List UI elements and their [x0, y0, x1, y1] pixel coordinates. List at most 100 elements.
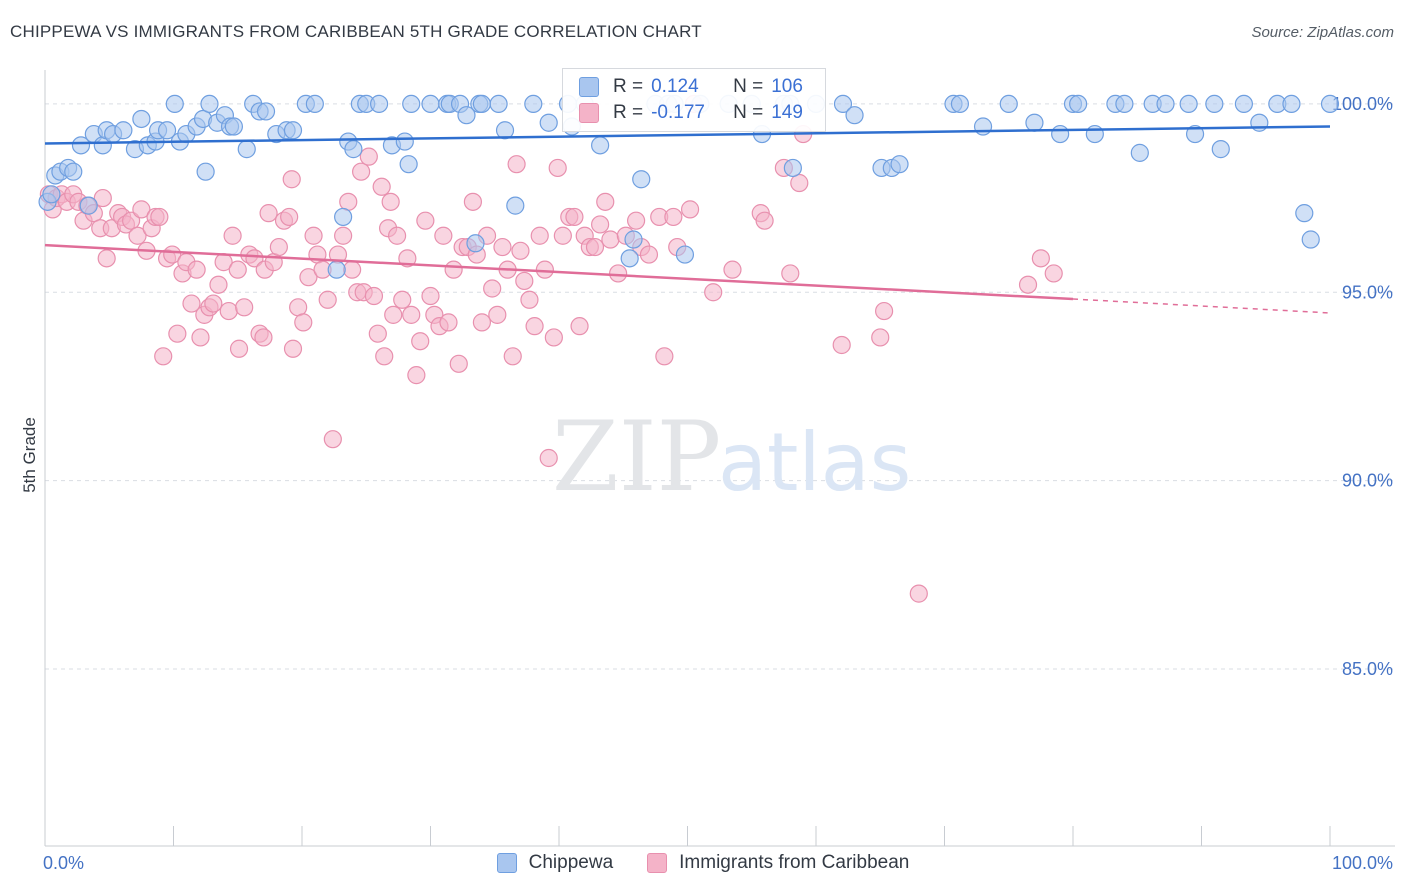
point-caribbean [832, 335, 851, 355]
point-chippewa [1025, 113, 1044, 132]
point-caribbean [150, 207, 169, 227]
point-caribbean [596, 192, 615, 211]
point-caribbean [289, 298, 308, 317]
grid-layer [45, 103, 1395, 670]
point-chippewa [1282, 94, 1301, 114]
point-caribbean [209, 275, 228, 294]
point-chippewa [224, 117, 243, 136]
point-chippewa [237, 140, 256, 159]
point-chippewa [973, 117, 993, 136]
point-chippewa [344, 140, 363, 159]
point-caribbean [570, 317, 589, 336]
point-caribbean [283, 339, 303, 358]
point-caribbean [1031, 249, 1050, 268]
legend-r-label: R = [613, 76, 644, 97]
legend-r-value: 0.124 [651, 76, 699, 97]
point-chippewa [370, 94, 389, 114]
point-caribbean [591, 215, 610, 234]
point-caribbean [520, 290, 539, 309]
point-caribbean [781, 264, 800, 283]
point-caribbean [93, 188, 112, 208]
point-caribbean [128, 226, 147, 245]
point-caribbean [343, 260, 362, 279]
point-chippewa [506, 196, 525, 215]
point-caribbean [219, 301, 238, 321]
point-caribbean [535, 260, 554, 279]
point-caribbean [664, 207, 683, 227]
y-tick-label: 85.0% [1342, 659, 1393, 679]
point-caribbean [154, 347, 173, 366]
point-chippewa [999, 94, 1018, 114]
point-caribbean [269, 237, 288, 257]
point-chippewa [1051, 124, 1070, 144]
point-caribbean [539, 448, 558, 468]
point-chippewa [114, 121, 133, 140]
stats-legend: R = 0.124 N = 106 R = -0.177 N = 149 [562, 68, 826, 132]
point-caribbean [304, 226, 323, 245]
point-caribbean [1044, 264, 1063, 283]
legend-n-value: 106 [771, 76, 803, 97]
point-caribbean [530, 226, 549, 245]
legend-swatch-pink [579, 103, 599, 123]
point-caribbean [449, 354, 468, 373]
watermark-zip: ZIP [552, 401, 721, 513]
point-chippewa [256, 102, 276, 121]
trendline-caribbean [44, 243, 1074, 301]
point-chippewa [42, 185, 61, 204]
point-chippewa [845, 106, 864, 125]
point-caribbean [352, 162, 371, 181]
point-caribbean [259, 204, 278, 223]
point-caribbean [223, 226, 242, 245]
point-caribbean [909, 584, 928, 603]
point-chippewa [305, 94, 324, 114]
point-chippewa [157, 121, 177, 140]
point-caribbean [871, 328, 890, 347]
point-chippewa [890, 155, 909, 174]
point-caribbean [121, 211, 141, 230]
point-chippewa [334, 207, 353, 227]
trendline-caribbean-extension [1072, 298, 1331, 314]
point-chippewa [457, 106, 476, 125]
point-caribbean [507, 155, 526, 174]
point-chippewa [399, 155, 418, 174]
point-caribbean [544, 328, 563, 347]
point-caribbean [1018, 275, 1038, 294]
point-chippewa [165, 94, 184, 114]
legend-swatch-blue [496, 853, 517, 873]
y-axis-title: 5th Grade [20, 417, 39, 493]
legend-item-caribbean[interactable]: Immigrants from Caribbean [647, 852, 909, 874]
point-caribbean [323, 430, 342, 449]
point-caribbean [515, 271, 534, 291]
point-caribbean [254, 328, 273, 347]
trend-layer [44, 125, 1331, 314]
point-caribbean [163, 245, 182, 264]
point-chippewa [1320, 94, 1340, 114]
point-caribbean [680, 200, 700, 219]
source-label: Source: ZipAtlas.com [1251, 24, 1394, 41]
legend-n-label: N = [733, 102, 764, 123]
point-chippewa [1085, 124, 1104, 144]
point-caribbean [472, 313, 491, 332]
point-caribbean [511, 241, 530, 260]
point-chippewa [472, 94, 491, 114]
point-caribbean [411, 332, 430, 351]
point-caribbean [723, 260, 742, 279]
legend-item-chippewa[interactable]: Chippewa [496, 852, 613, 874]
point-chippewa [283, 121, 303, 140]
point-caribbean [875, 301, 894, 321]
point-caribbean [639, 245, 659, 264]
point-chippewa [79, 196, 98, 215]
point-caribbean [229, 339, 249, 358]
point-chippewa [1301, 230, 1320, 249]
y-tick-label: 95.0% [1342, 282, 1393, 302]
point-caribbean [402, 305, 421, 324]
point-caribbean [553, 226, 572, 245]
point-chippewa [489, 94, 508, 114]
point-caribbean [525, 317, 544, 336]
axis-layer: 100.0% 95.0% 90.0% 85.0% 0.0% 100.0% [43, 70, 1395, 873]
point-chippewa [1115, 94, 1134, 114]
point-chippewa [196, 162, 215, 181]
point-caribbean [434, 226, 453, 245]
point-caribbean [294, 313, 313, 332]
point-caribbean [493, 237, 512, 257]
